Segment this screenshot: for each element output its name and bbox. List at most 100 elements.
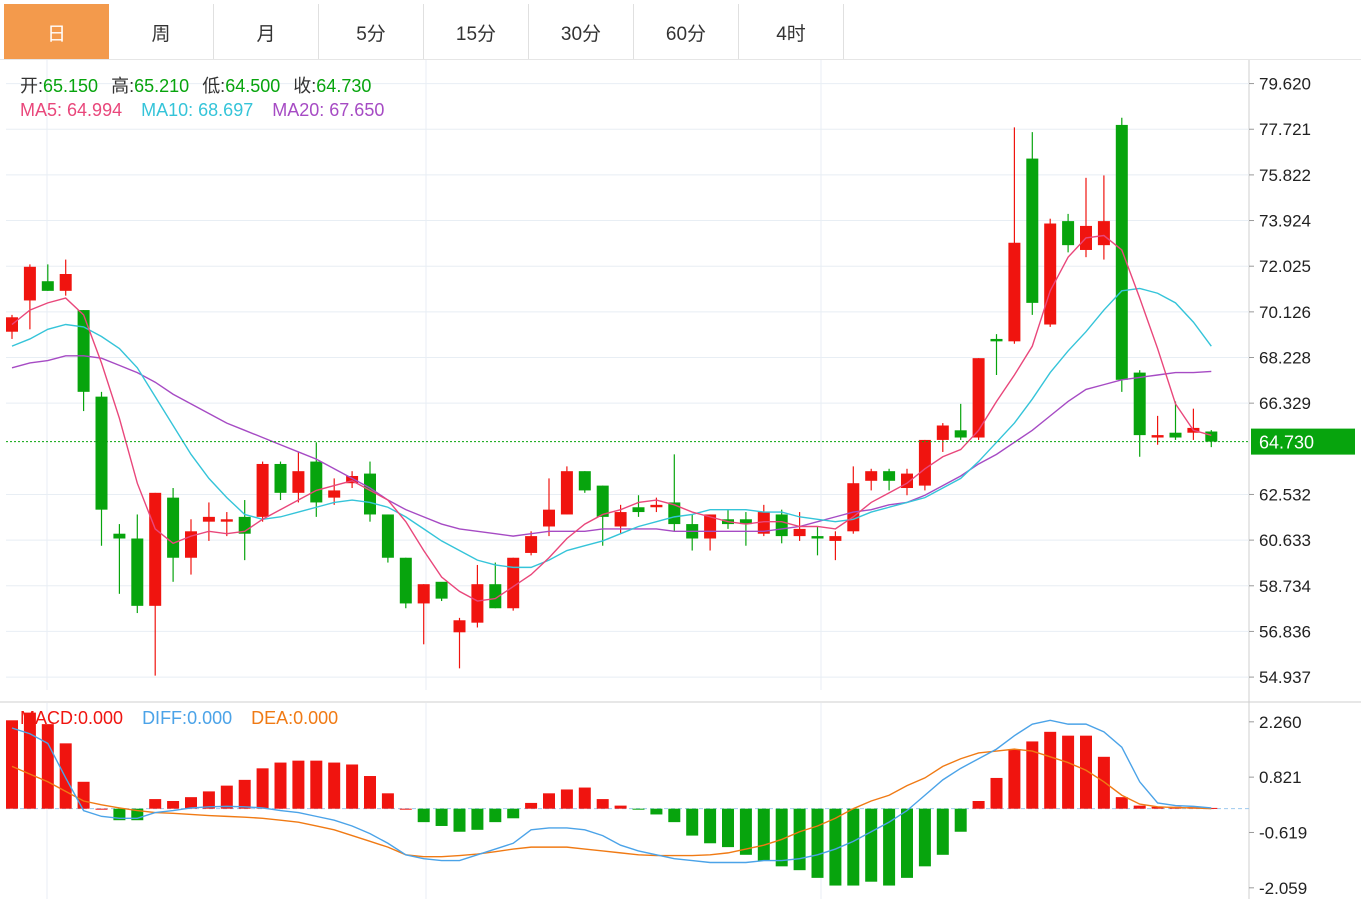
macd-bar-down	[417, 808, 430, 823]
last-price-tag	[1251, 428, 1355, 455]
candle-up	[256, 463, 269, 517]
dea-label: DEA:	[251, 708, 294, 728]
close-label: 收:	[293, 76, 317, 96]
macd-bar-down	[131, 808, 144, 821]
tab-month[interactable]: 月	[214, 4, 319, 60]
macd-bar-up	[1115, 797, 1128, 809]
macd-bar-down	[865, 808, 878, 882]
y-tick-label: 56.836	[1259, 622, 1311, 641]
candle-up	[560, 471, 573, 515]
candle-up	[1151, 435, 1164, 438]
macd-bar-down	[471, 808, 484, 830]
candle-down	[739, 519, 752, 525]
low-label: 低:	[202, 76, 226, 96]
macd-label: MACD:	[20, 708, 78, 728]
candle-up	[650, 504, 663, 508]
macd-bar-up	[328, 762, 341, 809]
candle-up	[471, 584, 484, 623]
candle-down	[1062, 221, 1075, 246]
macd-bar-up	[292, 760, 305, 809]
candle-up	[328, 490, 341, 498]
candle-down	[1169, 432, 1182, 438]
macd-bar-up	[543, 793, 555, 809]
candle-up	[453, 620, 466, 633]
candle-up	[847, 483, 860, 532]
macd-value: 0.000	[78, 708, 124, 728]
tab-5min[interactable]: 5分	[319, 4, 424, 60]
low-value: 64.500	[225, 76, 281, 96]
candle-down	[489, 584, 502, 609]
tab-15min[interactable]: 15分	[424, 4, 529, 60]
candle-down	[990, 338, 1003, 342]
candle-down	[381, 514, 394, 558]
candle-up	[292, 471, 305, 493]
ma5-label: MA5:	[20, 100, 63, 120]
candle-down	[1026, 158, 1039, 303]
candle-down	[167, 497, 180, 558]
candle-down	[399, 557, 412, 604]
y-tick-label: 60.633	[1259, 531, 1311, 550]
macd-bar-up	[614, 805, 627, 809]
macd-bar-up	[1008, 749, 1021, 809]
candle-up	[757, 512, 770, 534]
candle-down	[131, 538, 144, 606]
ma5-line	[11, 234, 1212, 602]
macd-bar-up	[77, 781, 90, 809]
candle-up	[829, 536, 842, 541]
macd-bar-up	[202, 791, 215, 809]
macd-bar-up	[167, 801, 180, 809]
macd-bar-down	[883, 808, 896, 886]
candle-up	[936, 425, 949, 440]
candle-up	[220, 519, 233, 522]
macd-bar-up	[364, 776, 376, 809]
macd-bar-up	[560, 789, 573, 809]
candle-down	[113, 533, 126, 539]
candle-down	[274, 463, 287, 493]
tab-4hour[interactable]: 4时	[739, 4, 844, 60]
macd-bar-up	[220, 785, 233, 809]
candle-up	[346, 475, 359, 484]
tab-30min[interactable]: 30分	[529, 4, 634, 60]
candle-down	[578, 471, 591, 491]
candle-down	[1205, 431, 1218, 442]
candle-up	[793, 528, 806, 537]
macd-tick-label: 0.821	[1259, 768, 1302, 787]
candle-up	[918, 439, 931, 486]
macd-bar-up	[274, 762, 287, 809]
high-value: 65.210	[134, 76, 190, 96]
macd-bar-down	[632, 808, 645, 810]
macd-bar-up	[238, 779, 251, 809]
macd-bar-up	[399, 808, 412, 810]
ma10-line	[11, 287, 1212, 569]
tab-day[interactable]: 日	[4, 4, 109, 60]
candle-down	[95, 396, 108, 510]
dea-value: 0.000	[293, 708, 339, 728]
macd-bar-down	[847, 808, 860, 886]
y-tick-label: 73.924	[1259, 212, 1311, 231]
y-tick-label: 62.532	[1259, 485, 1311, 504]
macd-bar-up	[578, 787, 591, 809]
macd-bar-up	[1062, 735, 1075, 809]
tab-week[interactable]: 周	[109, 4, 214, 60]
diff-label: DIFF:	[142, 708, 188, 728]
macd-bar-down	[507, 808, 520, 819]
ma10-label: MA10:	[141, 100, 194, 120]
macd-bar-up	[149, 799, 162, 809]
macd-bar-up	[256, 768, 269, 809]
y-tick-label: 75.822	[1259, 166, 1311, 185]
candle-up	[972, 358, 985, 438]
last-price-label: 64.730	[1259, 433, 1314, 453]
macd-bar-up	[95, 808, 108, 810]
macd-bar-down	[668, 808, 681, 823]
diff-value: 0.000	[187, 708, 233, 728]
macd-bar-down	[739, 808, 752, 855]
macd-bar-down	[811, 808, 824, 878]
macd-tick-label: -2.059	[1259, 879, 1307, 898]
macd-bar-up	[1133, 805, 1146, 809]
macd-bar-down	[901, 808, 913, 878]
dea-line	[11, 748, 1212, 858]
tab-60min[interactable]: 60分	[634, 4, 739, 60]
macd-bar-up	[59, 743, 72, 809]
candle-up	[59, 274, 72, 291]
